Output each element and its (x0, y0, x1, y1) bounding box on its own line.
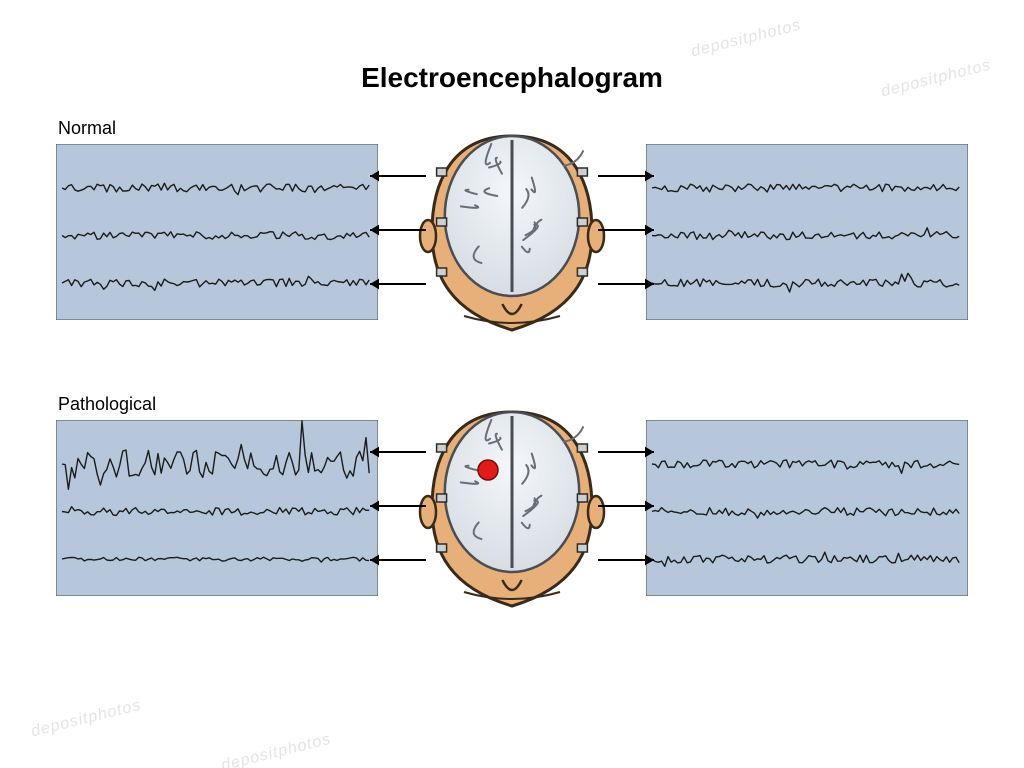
signals-normal-right (646, 144, 968, 320)
signals-path-right (646, 420, 968, 596)
brain-normal (432, 132, 592, 337)
diagram-stage: Electroencephalogram Normal Pathological… (0, 0, 1024, 768)
brain-pathological (432, 408, 592, 613)
signals-normal-left (56, 144, 378, 320)
label-normal: Normal (58, 118, 116, 139)
diagram-title: Electroencephalogram (0, 62, 1024, 94)
electrode-arrows (0, 0, 1024, 768)
signals-path-left (56, 420, 378, 596)
lesion-marker-icon (0, 0, 1, 1)
label-pathological: Pathological (58, 394, 156, 415)
